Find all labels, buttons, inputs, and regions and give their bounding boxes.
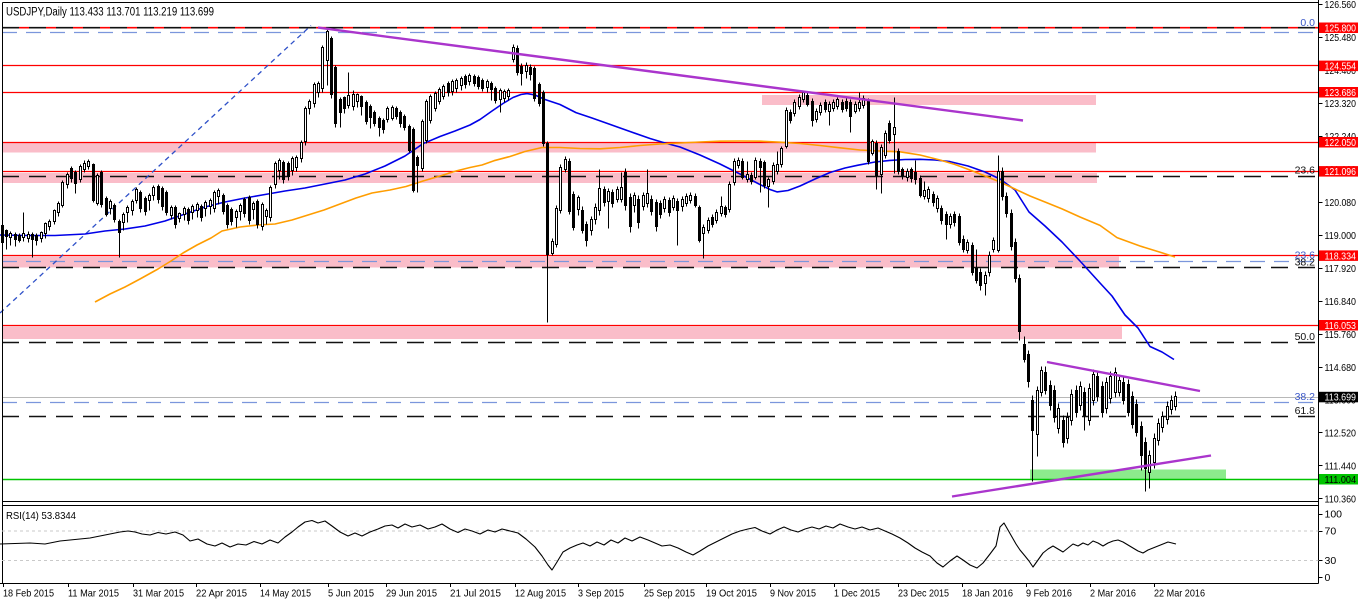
svg-text:23.6: 23.6 xyxy=(1295,165,1316,177)
svg-text:23 Dec 2015: 23 Dec 2015 xyxy=(898,588,949,600)
svg-text:21 Jul 2015: 21 Jul 2015 xyxy=(450,588,501,600)
svg-text:22 Mar 2016: 22 Mar 2016 xyxy=(1154,588,1205,600)
svg-text:9 Nov 2015: 9 Nov 2015 xyxy=(770,588,816,600)
svg-text:0: 0 xyxy=(1325,572,1331,584)
svg-text:18 Jan 2016: 18 Jan 2016 xyxy=(962,588,1013,600)
svg-text:18 Feb 2015: 18 Feb 2015 xyxy=(3,588,54,600)
svg-text:1 Dec 2015: 1 Dec 2015 xyxy=(834,588,880,600)
svg-text:114.680: 114.680 xyxy=(1325,362,1357,374)
svg-text:2 Mar 2016: 2 Mar 2016 xyxy=(1090,588,1136,600)
svg-text:100: 100 xyxy=(1325,509,1343,521)
svg-text:113.699: 113.699 xyxy=(1325,392,1357,404)
svg-text:30: 30 xyxy=(1325,555,1337,567)
svg-text:11 Mar 2015: 11 Mar 2015 xyxy=(68,588,119,600)
svg-text:USDJPY,Daily 113.433 113.701: USDJPY,Daily 113.433 113.701 113.219 113… xyxy=(6,7,214,19)
svg-text:50.0: 50.0 xyxy=(1295,331,1316,343)
svg-text:119.000: 119.000 xyxy=(1325,230,1357,242)
svg-text:5 Jun 2015: 5 Jun 2015 xyxy=(328,588,374,600)
svg-text:115.760: 115.760 xyxy=(1325,329,1357,341)
svg-text:111.440: 111.440 xyxy=(1325,461,1357,473)
svg-text:124.554: 124.554 xyxy=(1325,61,1357,73)
svg-text:70: 70 xyxy=(1325,526,1337,538)
svg-text:110.360: 110.360 xyxy=(1325,494,1357,506)
svg-text:RSI(14) 53.8344: RSI(14) 53.8344 xyxy=(6,510,76,522)
svg-text:9 Feb 2016: 9 Feb 2016 xyxy=(1026,588,1072,600)
svg-text:31 Mar 2015: 31 Mar 2015 xyxy=(133,588,184,600)
svg-text:0.0: 0.0 xyxy=(1300,17,1315,29)
svg-text:116.053: 116.053 xyxy=(1325,320,1357,332)
svg-text:125.480: 125.480 xyxy=(1325,32,1357,44)
svg-text:121.096: 121.096 xyxy=(1325,166,1357,178)
svg-text:116.840: 116.840 xyxy=(1325,296,1357,308)
svg-text:120.080: 120.080 xyxy=(1325,197,1357,209)
svg-text:111.004: 111.004 xyxy=(1325,474,1357,486)
svg-text:22 Apr 2015: 22 Apr 2015 xyxy=(196,588,247,600)
svg-text:29 Jun 2015: 29 Jun 2015 xyxy=(386,588,437,600)
svg-text:38.2: 38.2 xyxy=(1295,391,1316,403)
svg-text:112.520: 112.520 xyxy=(1325,428,1357,440)
svg-text:126.560: 126.560 xyxy=(1325,0,1357,11)
svg-text:117.920: 117.920 xyxy=(1325,263,1357,275)
svg-text:123.320: 123.320 xyxy=(1325,98,1357,110)
svg-text:25 Sep 2015: 25 Sep 2015 xyxy=(644,588,695,600)
svg-text:122.050: 122.050 xyxy=(1325,137,1357,149)
svg-text:38.2: 38.2 xyxy=(1295,256,1316,268)
svg-text:23.6: 23.6 xyxy=(1295,250,1316,262)
svg-text:118.334: 118.334 xyxy=(1325,250,1357,262)
svg-text:125.800: 125.800 xyxy=(1325,22,1357,34)
svg-text:123.686: 123.686 xyxy=(1325,87,1357,99)
svg-text:3 Sep 2015: 3 Sep 2015 xyxy=(578,588,624,600)
svg-text:19 Oct 2015: 19 Oct 2015 xyxy=(706,588,757,600)
svg-text:14 May 2015: 14 May 2015 xyxy=(260,588,311,600)
svg-text:12 Aug 2015: 12 Aug 2015 xyxy=(515,588,566,600)
svg-text:61.8: 61.8 xyxy=(1295,405,1316,417)
